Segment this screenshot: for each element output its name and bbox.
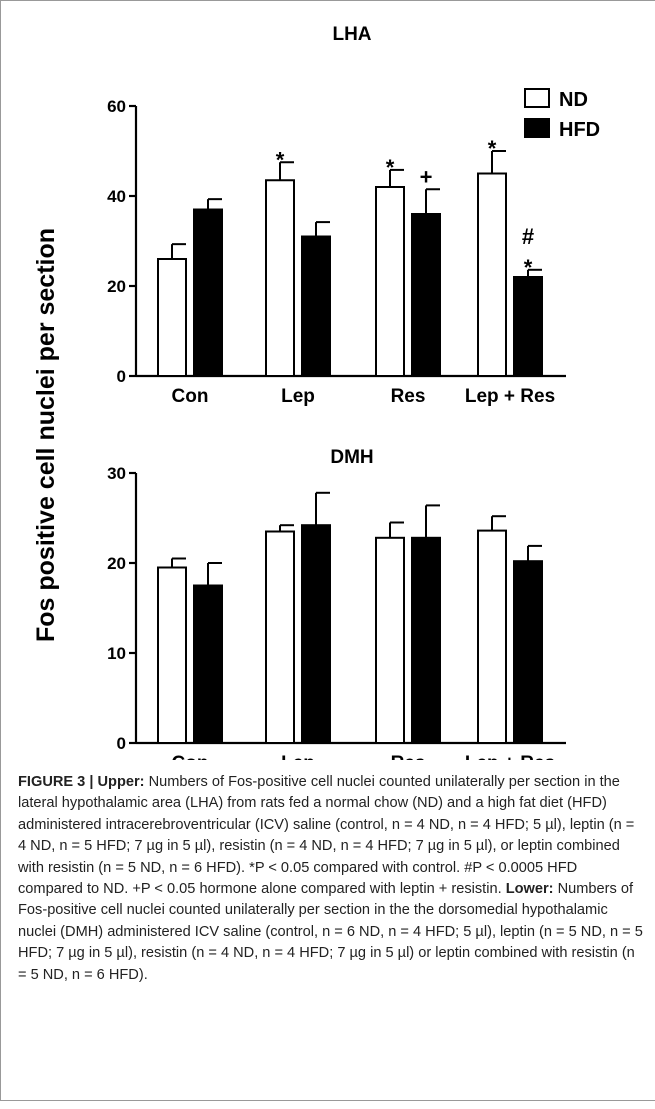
caption-lower-label: Lower: (505, 881, 554, 898)
x-category-label-0-2: Res (391, 386, 426, 407)
bar-1-nd-0 (157, 566, 187, 744)
x-category-label-1-3: Lep + Res (465, 753, 555, 760)
figure-caption: FIGURE 3 | Upper: Numbers of Fos-positiv… (18, 772, 643, 986)
bar-1-nd-3 (477, 529, 507, 744)
bar-0-hfd-1 (301, 235, 331, 377)
bar-1-hfd-0 (193, 584, 223, 744)
y-tick-label-0-1: 20 (107, 277, 126, 296)
significance-mark-0-1: * (386, 155, 395, 180)
y-tick-label-1-2: 20 (107, 554, 126, 573)
bar-0-nd-1 (265, 179, 295, 377)
x-category-label-1-1: Lep (281, 753, 315, 760)
y-tick-label-0-2: 40 (107, 187, 126, 206)
bar-1-nd-2 (375, 536, 405, 744)
bar-0-nd-3 (477, 172, 507, 377)
bar-0-hfd-3 (513, 276, 543, 377)
x-category-label-1-2: Res (391, 753, 426, 760)
caption-upper-label: Upper: (97, 774, 145, 790)
significance-mark-0-4: # (522, 224, 534, 249)
significance-mark-0-3: * (488, 136, 497, 161)
frame-left-rule (0, 0, 1, 1100)
x-category-label-0-1: Lep (281, 386, 315, 407)
bar-1-hfd-2 (411, 536, 441, 744)
y-tick-label-0-3: 60 (107, 97, 126, 116)
bar-0-nd-0 (157, 258, 187, 377)
bar-1-hfd-1 (301, 524, 331, 745)
legend-swatch-0 (524, 88, 550, 108)
bar-0-hfd-0 (193, 208, 223, 377)
significance-mark-0-2: + (420, 164, 433, 189)
frame-bottom-rule (0, 1100, 655, 1101)
significance-mark-0-5: * (524, 255, 533, 280)
x-category-label-1-0: Con (172, 753, 209, 760)
x-category-label-0-3: Lep + Res (465, 386, 555, 407)
caption-lower-text: Numbers of Fos-positive cell nuclei coun… (18, 881, 643, 983)
bar-1-nd-1 (265, 530, 295, 744)
y-axis-label: Fos positive cell nuclei per section (32, 228, 60, 642)
chart-title-1: DMH (330, 447, 373, 468)
chart-title-0: LHA (332, 24, 371, 45)
y-tick-label-1-3: 30 (107, 464, 126, 483)
y-tick-label-1-0: 0 (117, 734, 126, 753)
caption-label: FIGURE 3 | (18, 774, 94, 790)
caption-upper-text: Numbers of Fos-positive cell nuclei coun… (18, 774, 635, 898)
bar-chart-figure: LHA 0 20 40 60 Con Lep Res Lep + Res * * + * # * DMH 0 10… (32, 24, 600, 760)
x-category-label-0-0: Con (172, 386, 209, 407)
legend-label-0: ND (559, 89, 588, 111)
legend-swatch-1 (524, 118, 550, 138)
y-tick-label-1-1: 10 (107, 644, 126, 663)
legend-label-1: HFD (559, 119, 600, 141)
bar-0-hfd-2 (411, 213, 441, 377)
significance-mark-0-0: * (276, 147, 285, 172)
y-tick-label-0-0: 0 (117, 367, 126, 386)
bar-0-nd-2 (375, 186, 405, 377)
frame-top-rule (0, 0, 655, 1)
bar-1-hfd-3 (513, 560, 543, 745)
